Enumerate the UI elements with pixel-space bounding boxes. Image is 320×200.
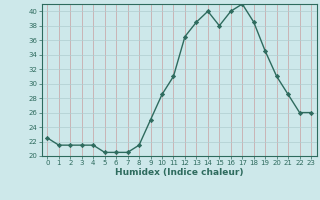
X-axis label: Humidex (Indice chaleur): Humidex (Indice chaleur) [115, 168, 244, 177]
